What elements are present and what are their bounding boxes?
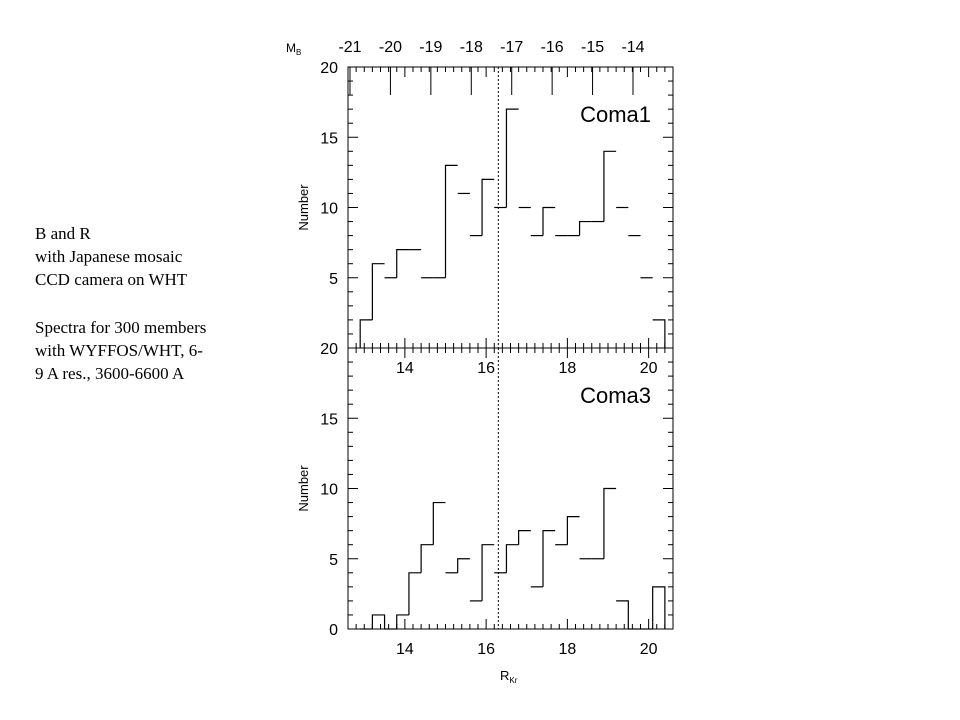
histogram-bar (457, 558, 470, 573)
y-axis-label: Number (296, 465, 311, 512)
note-line: with WYFFOS/WHT, 6- (35, 341, 203, 360)
histogram-bar (566, 516, 580, 545)
y-axis-label: Number (296, 184, 311, 231)
x-axis-label: RKr (500, 668, 518, 685)
x-tick-label: 16 (477, 641, 495, 658)
histogram-bar (444, 164, 458, 278)
note-imaging: B and R with Japanese mosaic CCD camera … (35, 222, 206, 291)
histogram-bar (432, 501, 446, 545)
histogram-bar (542, 530, 556, 587)
panel-name: Coma1 (580, 102, 651, 127)
histogram-bar (518, 530, 531, 545)
histogram-bar (359, 319, 373, 348)
top-axis-tick-label: -15 (581, 39, 604, 56)
x-tick-label: 14 (396, 360, 414, 377)
histogram-bar (481, 178, 495, 236)
note-line: with Japanese mosaic (35, 247, 183, 266)
histogram-bar (652, 586, 666, 629)
y-tick-label: 5 (329, 552, 338, 569)
histogram-bar (603, 487, 617, 559)
histogram-bar (371, 614, 386, 629)
top-axis-tick-label: -14 (621, 39, 644, 56)
histogram-bar (371, 263, 385, 320)
note-spectra: Spectra for 300 members with WYFFOS/WHT,… (35, 316, 206, 385)
y-tick-label: 0 (329, 622, 338, 639)
y-tick-label: 15 (320, 411, 338, 428)
y-tick-label: 10 (320, 482, 338, 499)
x-tick-label: 14 (396, 641, 414, 658)
top-axis-tick-label: -16 (541, 39, 564, 56)
x-tick-label: 20 (640, 641, 658, 658)
histogram-bar (578, 220, 592, 236)
top-axis-tick-label: -17 (500, 39, 523, 56)
histogram-bar (408, 572, 422, 615)
top-axis-tick-label: -19 (419, 39, 442, 56)
histogram-bar (420, 544, 434, 573)
histogram-bar (396, 614, 409, 629)
note-line: B and R (35, 224, 91, 243)
x-tick-label: 18 (558, 360, 576, 377)
top-axis-tick-label: -21 (338, 39, 361, 56)
histogram-bar (542, 206, 556, 236)
top-axis-tick-label: -18 (460, 39, 483, 56)
x-tick-label: 20 (640, 360, 658, 377)
histogram-bar (505, 544, 519, 573)
histogram-bar (652, 319, 666, 348)
histogram-bar (616, 600, 629, 629)
top-axis-label: MB (286, 41, 301, 57)
x-tick-label: 18 (558, 641, 576, 658)
histogram-bar (603, 150, 617, 222)
annotation-notes: B and R with Japanese mosaic CCD camera … (35, 222, 206, 410)
top-axis-tick-label: -20 (379, 39, 402, 56)
panel-name: Coma3 (580, 383, 651, 408)
note-line: 9 A res., 3600-6600 A (35, 364, 185, 383)
y-tick-label: 20 (320, 341, 338, 358)
y-tick-label: 20 (320, 60, 338, 77)
note-line: CCD camera on WHT (35, 270, 188, 289)
y-tick-label: 15 (320, 130, 338, 147)
histogram-bar (396, 249, 409, 278)
x-tick-label: 16 (477, 360, 495, 377)
note-line: Spectra for 300 members (35, 318, 207, 337)
y-tick-label: 5 (329, 271, 338, 288)
histogram-bar (505, 108, 519, 208)
y-tick-label: 10 (320, 201, 338, 218)
histogram-bar (481, 544, 495, 601)
